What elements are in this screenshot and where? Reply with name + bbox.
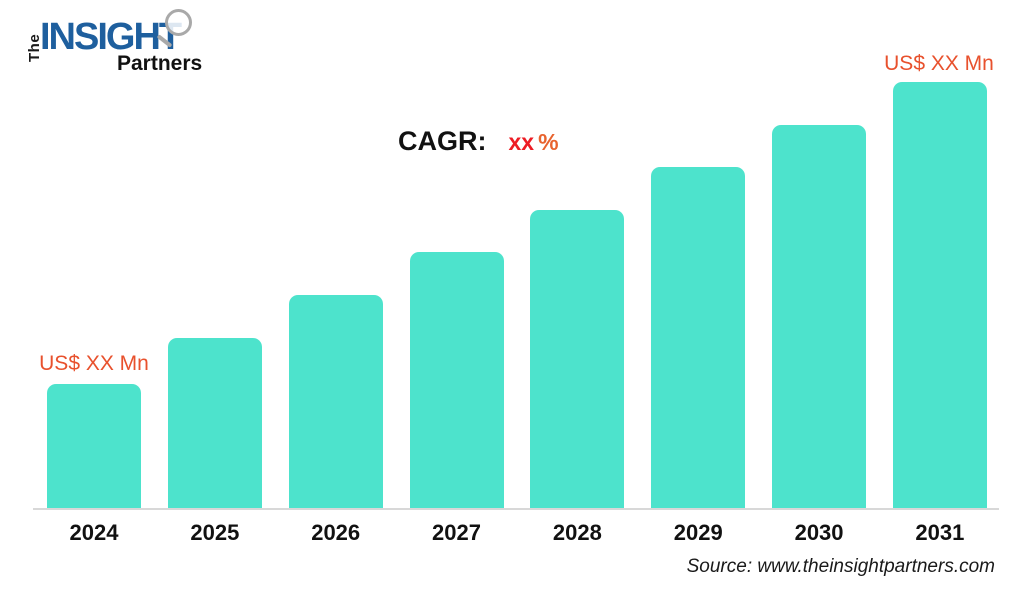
last-bar-value-label: US$ XX Mn — [884, 52, 994, 75]
bar-2024: 2024 — [47, 384, 141, 545]
x-axis-label-2025: 2025 — [190, 520, 240, 545]
bar-2030: 2030 — [772, 124, 867, 545]
x-axis-label-2028: 2028 — [552, 520, 602, 545]
x-axis-line — [33, 508, 999, 510]
logo-partners-text: Partners — [117, 52, 203, 75]
magnifier-icon — [165, 9, 192, 36]
bar-2025: 2025 — [167, 337, 262, 545]
cagr-value: xx — [508, 129, 535, 155]
x-axis-label-2029: 2029 — [673, 520, 723, 545]
insight-partners-logo: The INSIGHT Partners — [26, 6, 203, 78]
source-attribution: Source: www.theinsightpartners.com — [686, 556, 995, 577]
bar-2029: 2029 — [651, 167, 746, 545]
bar-2028: 2028 — [530, 209, 625, 545]
cagr-percent-sign: % — [538, 129, 559, 155]
x-axis-label-2024: 2024 — [69, 520, 119, 545]
bar-plot-area: 2024 2025 2026 2027 2028 2029 2030 2031 — [47, 82, 987, 545]
x-axis-label-2030: 2030 — [794, 520, 844, 545]
first-bar-value-label: US$ XX Mn — [39, 352, 149, 375]
cagr-annotation: CAGR: xx% — [398, 126, 559, 157]
bar-2027: 2027 — [409, 252, 504, 545]
x-axis-label-2031: 2031 — [915, 520, 965, 545]
bar-2026: 2026 — [288, 295, 383, 545]
x-axis-label-2026: 2026 — [311, 520, 361, 545]
x-axis-label-2027: 2027 — [432, 520, 481, 545]
cagr-label: CAGR: — [398, 126, 487, 156]
bar-2031: 2031 — [892, 82, 987, 545]
